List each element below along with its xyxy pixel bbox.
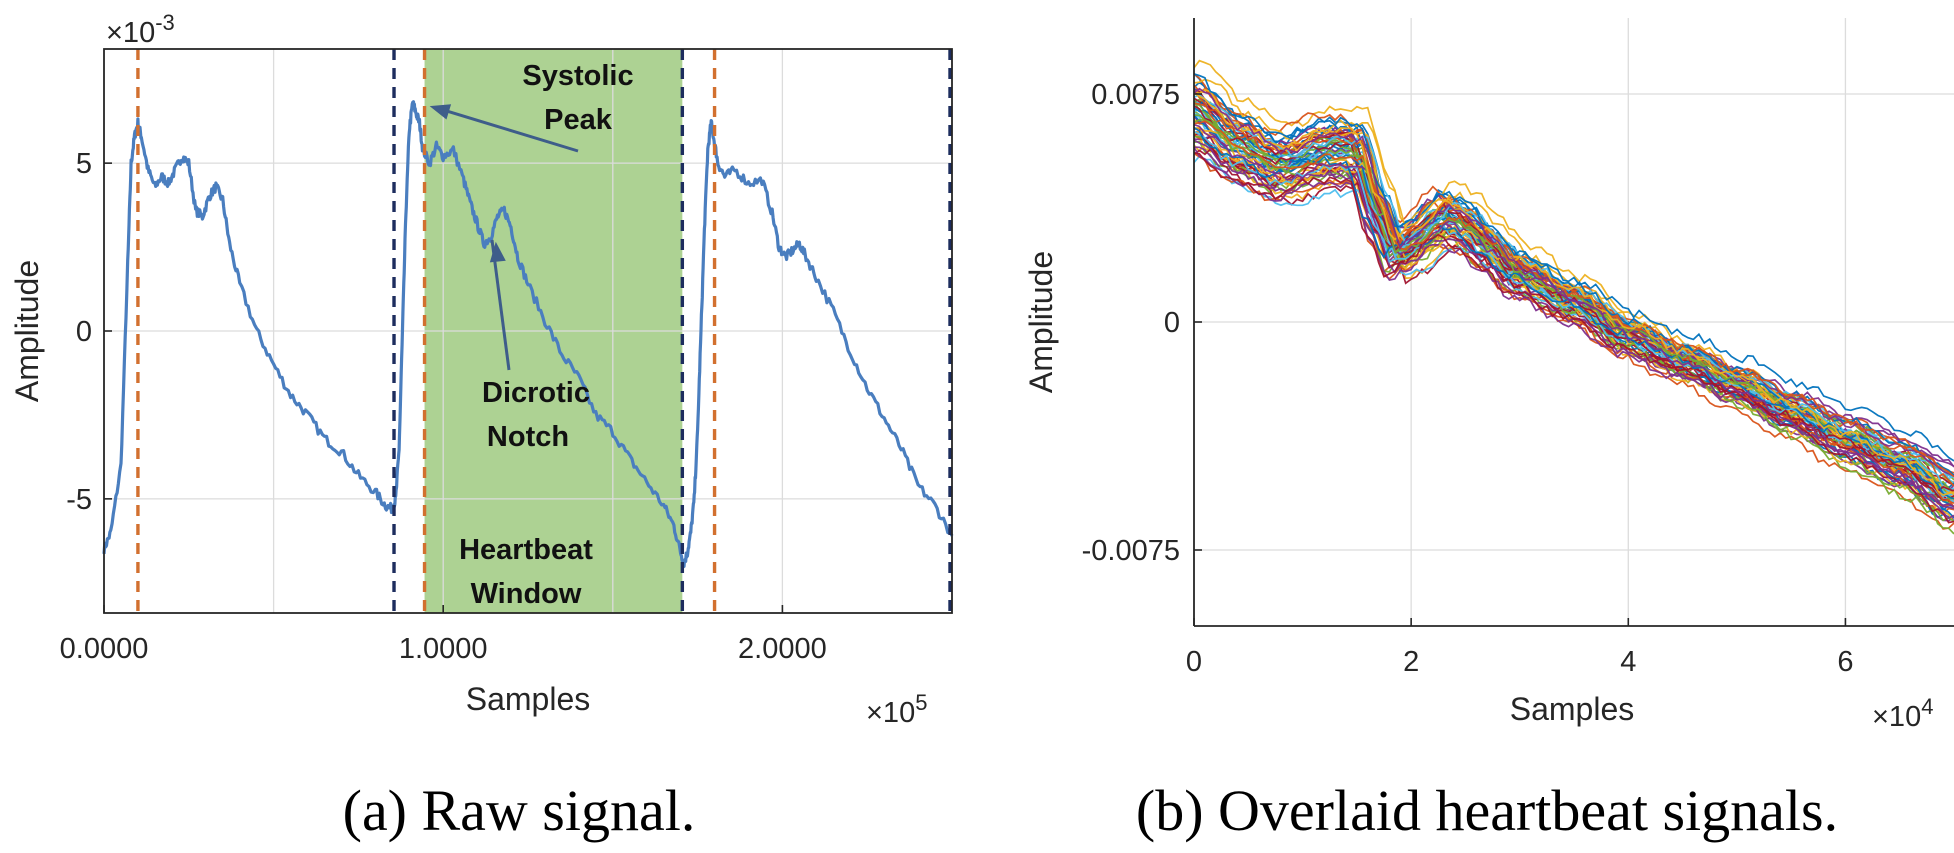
overlaid-x-tick-label: 6: [1837, 646, 1853, 678]
overlaid-y-tick-label: 0.0075: [1091, 79, 1180, 111]
overlaid-heartbeats-chart: 0 2 4 6 0.0075 0 -0.0075 ×104 Samples Amplitud…: [1023, 18, 1954, 843]
heartbeat-trace: [1193, 101, 1954, 523]
heartbeat-trace: [1193, 87, 1954, 520]
raw-signal-x-tick-label: 2.0000: [738, 633, 827, 665]
heartbeat-trace: [1193, 127, 1954, 530]
systolic-peak-label-line1: Systolic: [522, 60, 633, 92]
systolic-peak-arrow: [443, 108, 579, 153]
overlaid-x-tick-label: 0: [1186, 646, 1202, 678]
heartbeat-window-label-line1: Heartbeat: [459, 534, 593, 566]
dicrotic-notch-annotation: Dicrotic Notch: [482, 239, 590, 453]
raw-signal-y-tick-label: 5: [76, 148, 92, 180]
dicrotic-notch-arrowhead: [489, 241, 506, 263]
heartbeat-trace: [1193, 92, 1954, 496]
systolic-peak-arrowhead: [429, 104, 452, 120]
raw-signal-y-multiplier: ×10-3: [106, 10, 175, 49]
dicrotic-notch-label-line2: Notch: [487, 421, 569, 453]
raw-signal-line: [102, 100, 954, 569]
overlaid-x-tick-label: 2: [1403, 646, 1419, 678]
systolic-peak-label-line2: Peak: [544, 104, 613, 136]
raw-signal-y-axis-label: Amplitude: [9, 260, 45, 402]
heartbeat-trace: [1193, 152, 1954, 493]
raw-signal-series: [102, 100, 954, 569]
raw-signal-x-multiplier: ×105: [866, 690, 927, 729]
raw-signal-y-tick-label: -5: [66, 484, 92, 516]
overlaid-caption: (b) Overlaid heartbeat signals.: [1136, 778, 1838, 843]
heartbeat-trace: [1193, 90, 1954, 524]
heartbeat-trace: [1193, 146, 1954, 510]
raw-signal-chart: 0.0000 1.0000 2.0000 5 0 -5 Systolic Peak Dic…: [9, 10, 954, 843]
overlaid-y-axis-label: Amplitude: [1023, 251, 1059, 393]
overlaid-series: [1193, 59, 1954, 535]
overlaid-x-axis-label: Samples: [1510, 691, 1635, 727]
dicrotic-notch-label-line1: Dicrotic: [482, 377, 590, 409]
overlaid-ticks: 0 2 4 6 0.0075 0 -0.0075: [1082, 79, 1854, 678]
raw-signal-caption: (a) Raw signal.: [343, 778, 696, 843]
overlaid-x-tick-label: 4: [1620, 646, 1636, 678]
raw-signal-x-axis-label: Samples: [466, 681, 591, 717]
heartbeat-trace: [1193, 126, 1954, 489]
overlaid-x-multiplier: ×104: [1872, 694, 1933, 733]
raw-signal-x-tick-label: 1.0000: [399, 633, 488, 665]
systolic-peak-annotation: Systolic Peak: [429, 60, 634, 153]
heartbeat-window-label-line2: Window: [471, 578, 582, 610]
heartbeat-trace: [1193, 123, 1954, 477]
raw-signal-ticks: 0.0000 1.0000 2.0000 5 0 -5: [60, 148, 827, 665]
overlaid-y-tick-label: -0.0075: [1082, 535, 1180, 567]
raw-signal-y-tick-label: 0: [76, 316, 92, 348]
heartbeat-trace: [1193, 130, 1954, 497]
heartbeat-trace: [1193, 120, 1954, 478]
raw-signal-x-tick-label: 0.0000: [60, 633, 149, 665]
overlaid-y-tick-label: 0: [1164, 307, 1180, 339]
